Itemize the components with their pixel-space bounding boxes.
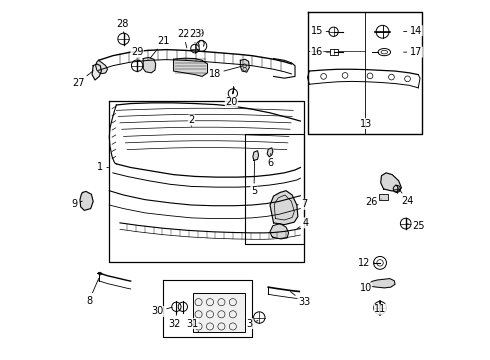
- Polygon shape: [270, 224, 289, 239]
- Text: 14: 14: [404, 26, 422, 36]
- Text: 7: 7: [296, 199, 308, 209]
- FancyBboxPatch shape: [193, 293, 245, 332]
- Text: 22: 22: [177, 29, 190, 48]
- Text: 24: 24: [396, 185, 414, 206]
- Text: 3: 3: [247, 319, 258, 329]
- Polygon shape: [381, 173, 401, 192]
- Text: 15: 15: [311, 26, 329, 36]
- Polygon shape: [267, 148, 273, 157]
- Text: 26: 26: [366, 197, 381, 207]
- Polygon shape: [173, 58, 207, 76]
- Text: 17: 17: [404, 47, 422, 57]
- Text: 1: 1: [98, 162, 109, 172]
- Polygon shape: [80, 192, 93, 210]
- Text: 33: 33: [291, 292, 310, 307]
- Text: 8: 8: [86, 278, 98, 306]
- Text: 9: 9: [71, 199, 82, 209]
- Text: 29: 29: [131, 47, 143, 59]
- Text: 4: 4: [297, 218, 309, 229]
- Text: 18: 18: [208, 66, 243, 78]
- Polygon shape: [96, 60, 107, 73]
- Polygon shape: [253, 151, 259, 160]
- Text: 30: 30: [151, 306, 172, 316]
- Polygon shape: [92, 64, 101, 80]
- Text: 10: 10: [360, 283, 372, 293]
- Text: 20: 20: [225, 91, 238, 107]
- Text: 12: 12: [358, 258, 374, 268]
- Polygon shape: [241, 59, 249, 72]
- Polygon shape: [143, 58, 156, 73]
- Text: 6: 6: [268, 153, 273, 168]
- Text: 25: 25: [407, 221, 425, 231]
- Text: 5: 5: [251, 161, 257, 197]
- Text: 23: 23: [189, 29, 201, 43]
- Text: 28: 28: [117, 18, 129, 33]
- Text: 27: 27: [72, 71, 93, 88]
- FancyBboxPatch shape: [379, 194, 388, 201]
- Text: 21: 21: [150, 36, 170, 58]
- Text: 19: 19: [193, 29, 205, 41]
- Text: 16: 16: [311, 47, 330, 57]
- Text: 13: 13: [360, 118, 372, 129]
- Polygon shape: [369, 279, 395, 288]
- Text: 31: 31: [186, 319, 198, 332]
- Text: 32: 32: [168, 313, 180, 329]
- Text: 11: 11: [374, 304, 387, 314]
- Polygon shape: [270, 191, 298, 225]
- FancyBboxPatch shape: [330, 49, 338, 55]
- Text: 2: 2: [188, 115, 195, 126]
